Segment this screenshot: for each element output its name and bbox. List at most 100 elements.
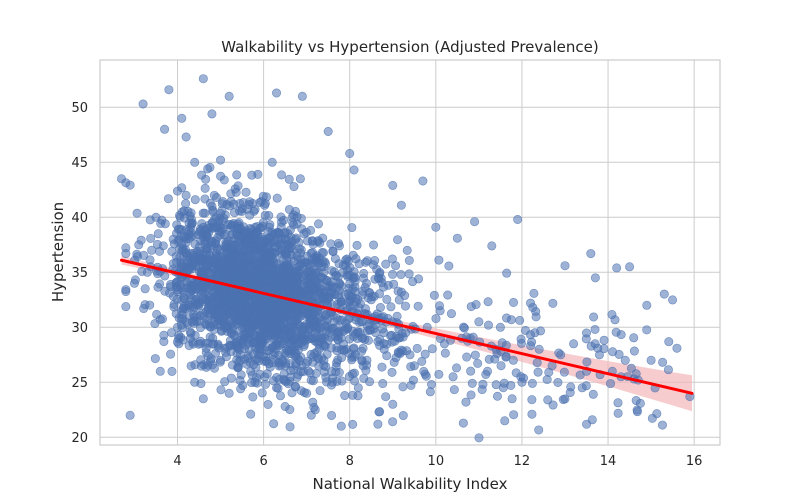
scatter-point	[281, 249, 291, 259]
x-axis-label: National Walkability Index	[313, 475, 508, 493]
scatter-point	[499, 378, 509, 388]
scatter-point	[174, 313, 184, 323]
scatter-point	[606, 379, 616, 389]
scatter-point	[207, 241, 217, 251]
scatter-point	[529, 288, 539, 298]
scatter-point	[340, 391, 350, 401]
scatter-point	[349, 368, 359, 378]
scatter-point	[553, 377, 563, 387]
scatter-point	[369, 240, 379, 250]
scatter-point	[277, 170, 287, 180]
scatter-point	[173, 285, 183, 295]
scatter-point	[375, 267, 385, 277]
scatter-point	[207, 109, 217, 119]
scatter-point	[388, 269, 398, 279]
scatter-point	[501, 352, 511, 362]
scatter-point	[482, 366, 492, 376]
scatter-point	[255, 259, 265, 269]
scatter-point	[257, 388, 267, 398]
scatter-point	[147, 245, 157, 255]
scatter-point	[153, 282, 163, 292]
fit-line	[120, 258, 694, 395]
scatter-point	[398, 411, 408, 421]
scatter-point	[414, 274, 424, 284]
scatter-point	[293, 285, 303, 295]
scatter-point	[224, 388, 234, 398]
scatter-point	[234, 357, 244, 367]
scatter-point	[635, 398, 645, 408]
scatter-point	[382, 294, 392, 304]
scatter-point	[348, 419, 358, 429]
scatter-point	[388, 180, 398, 190]
scatter-point	[391, 353, 401, 363]
scatter-point	[491, 380, 501, 390]
scatter-point	[245, 250, 255, 260]
scatter-point	[234, 206, 244, 216]
scatter-point	[351, 349, 361, 359]
scatter-point	[145, 300, 155, 310]
scatter-point	[362, 355, 372, 365]
scatter-point	[293, 339, 303, 349]
scatter-point	[327, 377, 337, 387]
scatter-point	[272, 383, 282, 393]
scatter-point	[197, 266, 207, 276]
scatter-point	[253, 169, 263, 179]
scatter-point	[408, 375, 418, 385]
scatter-point	[558, 395, 568, 405]
scatter-point	[241, 187, 251, 197]
scatter-point	[190, 157, 200, 167]
scatter-point	[269, 320, 279, 330]
scatter-point	[319, 333, 329, 343]
scatter-point	[405, 350, 415, 360]
scatter-point	[352, 240, 362, 250]
scatter-point	[163, 194, 173, 204]
scatter-point	[194, 299, 204, 309]
scatter-point	[333, 355, 343, 365]
scatter-point	[138, 99, 148, 109]
scatter-point	[361, 366, 371, 376]
scatter-point	[496, 361, 506, 371]
scatter-point	[315, 278, 325, 288]
scatter-point	[216, 155, 226, 165]
scatter-point	[526, 298, 536, 308]
scatter-point	[334, 241, 344, 251]
y-tick-label: 35	[71, 266, 88, 281]
scatter-point	[206, 322, 216, 332]
scatter-point	[582, 419, 592, 429]
scatter-point	[188, 337, 198, 347]
scatter-point	[354, 259, 364, 269]
scatter-point	[358, 333, 368, 343]
scatter-point	[198, 394, 208, 404]
scatter-point	[289, 182, 299, 192]
scatter-point	[434, 255, 444, 265]
scatter-point	[347, 223, 357, 233]
scatter-point	[179, 232, 189, 242]
scatter-point	[509, 297, 519, 307]
scatter-point	[185, 295, 195, 305]
scatter-point	[646, 355, 656, 365]
scatter-point	[431, 222, 441, 232]
scatter-point	[202, 260, 212, 270]
scatter-point	[213, 341, 223, 351]
scatter-point	[203, 164, 213, 174]
scatter-point	[534, 344, 544, 354]
scatter-point	[121, 243, 131, 253]
scatter-point	[412, 343, 422, 353]
scatter-point	[125, 410, 135, 420]
fit-line-group	[120, 258, 694, 395]
scatter-point	[439, 339, 449, 349]
scatter-point	[125, 180, 135, 190]
scatter-point	[582, 328, 592, 338]
scatter-point	[418, 176, 428, 186]
scatter-point	[224, 91, 234, 101]
scatter-point	[331, 270, 341, 280]
scatter-point	[254, 273, 264, 283]
scatter-point	[160, 124, 170, 134]
scatter-point	[588, 389, 598, 399]
scatter-point	[534, 425, 544, 435]
scatter-point	[509, 410, 519, 420]
x-ticks: 4 6 8 10 12 14 16	[173, 454, 702, 469]
scatter-point	[184, 218, 194, 228]
scatter-point	[396, 200, 406, 210]
scatter-point	[543, 395, 553, 405]
